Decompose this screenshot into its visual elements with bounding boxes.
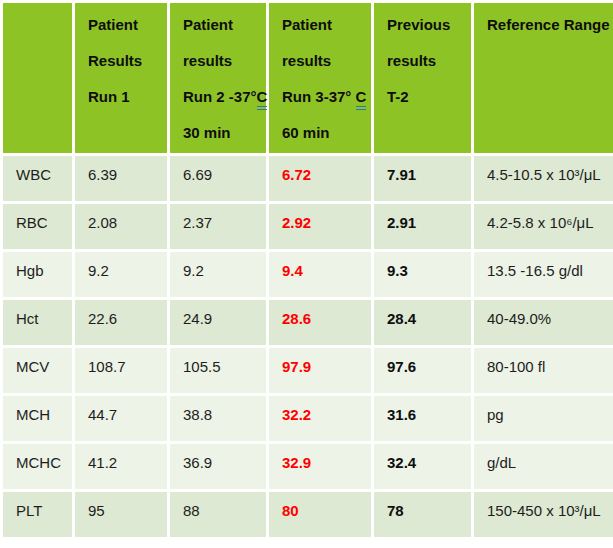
header-line: Patient: [282, 7, 367, 43]
run1-value: 108.7: [75, 348, 167, 393]
header-line: T-2: [387, 79, 467, 115]
table-header: Patient Results Run 1 Patient results Ru…: [3, 3, 613, 153]
header-line: Results: [88, 43, 163, 79]
analyte-label: RBC: [3, 204, 72, 249]
header-line: 60 min: [282, 115, 367, 151]
reference-range: 4.5-10.5 x 10³/μL: [474, 156, 613, 201]
run1-value: 22.6: [75, 300, 167, 345]
previous-value: 32.4: [374, 444, 471, 489]
reference-range: 80-100 fl: [474, 348, 613, 393]
analyte-label: Hgb: [3, 252, 72, 297]
table-row-mcv: MCV 108.7 105.5 97.9 97.6 80-100 fl: [3, 348, 613, 393]
run3-value: 80: [269, 492, 371, 537]
table-row-rbc: RBC 2.08 2.37 2.92 2.91 4.2-5.8 x 10⁶/μL: [3, 204, 613, 249]
header-run3: Patient results Run 3-37° C 60 min: [269, 3, 371, 153]
run3-value: 9.4: [269, 252, 371, 297]
table-body: WBC 6.39 6.69 6.72 7.91 4.5-10.5 x 10³/μ…: [3, 156, 613, 537]
run3-value: 2.92: [269, 204, 371, 249]
header-line: Patient: [88, 7, 163, 43]
analyte-label: MCV: [3, 348, 72, 393]
run3-value: 28.6: [269, 300, 371, 345]
header-reference-range: Reference Range: [474, 3, 613, 153]
run2-value: 9.2: [170, 252, 266, 297]
run1-value: 95: [75, 492, 167, 537]
header-run3-temp: Run 3-37°: [282, 88, 356, 105]
analyte-label: MCHC: [3, 444, 72, 489]
run2-value: 36.9: [170, 444, 266, 489]
corner-cell: [3, 3, 72, 153]
analyte-label: PLT: [3, 492, 72, 537]
cbc-results-table: Patient Results Run 1 Patient results Ru…: [0, 0, 613, 540]
header-row: Patient Results Run 1 Patient results Ru…: [3, 3, 613, 153]
run2-value: 2.37: [170, 204, 266, 249]
table-row-hgb: Hgb 9.2 9.2 9.4 9.3 13.5 -16.5 g/dl: [3, 252, 613, 297]
previous-value: 78: [374, 492, 471, 537]
header-line: Reference Range: [487, 7, 613, 43]
analyte-label: Hct: [3, 300, 72, 345]
previous-value: 9.3: [374, 252, 471, 297]
reference-range: pg: [474, 396, 613, 441]
run1-value: 6.39: [75, 156, 167, 201]
spellcheck-underlined-c: C: [356, 89, 367, 110]
run1-value: 2.08: [75, 204, 167, 249]
run3-value: 32.9: [269, 444, 371, 489]
header-line: Run 3-37° C: [282, 79, 367, 115]
spellcheck-underlined-c: C: [257, 89, 268, 110]
header-line: results: [282, 43, 367, 79]
header-line: Run 1: [88, 79, 163, 115]
header-run1: Patient Results Run 1: [75, 3, 167, 153]
previous-value: 7.91: [374, 156, 471, 201]
run3-value: 97.9: [269, 348, 371, 393]
header-line: results: [183, 43, 262, 79]
reference-range: 40-49.0%: [474, 300, 613, 345]
analyte-label: WBC: [3, 156, 72, 201]
header-previous: Previous results T-2: [374, 3, 471, 153]
reference-range: g/dL: [474, 444, 613, 489]
table-row-wbc: WBC 6.39 6.69 6.72 7.91 4.5-10.5 x 10³/μ…: [3, 156, 613, 201]
run3-value: 6.72: [269, 156, 371, 201]
header-line: Run 2 -37°C: [183, 79, 262, 115]
header-run2-temp: Run 2 -37°: [183, 88, 257, 105]
table-row-mchc: MCHC 41.2 36.9 32.9 32.4 g/dL: [3, 444, 613, 489]
previous-value: 97.6: [374, 348, 471, 393]
header-line: Patient: [183, 7, 262, 43]
previous-value: 2.91: [374, 204, 471, 249]
header-run2: Patient results Run 2 -37°C 30 min: [170, 3, 266, 153]
previous-value: 31.6: [374, 396, 471, 441]
run2-value: 6.69: [170, 156, 266, 201]
run2-value: 105.5: [170, 348, 266, 393]
reference-range: 4.2-5.8 x 10⁶/μL: [474, 204, 613, 249]
reference-range: 150-450 x 10³/μL: [474, 492, 613, 537]
run1-value: 9.2: [75, 252, 167, 297]
table-row-hct: Hct 22.6 24.9 28.6 28.4 40-49.0%: [3, 300, 613, 345]
run1-value: 41.2: [75, 444, 167, 489]
table-row-plt: PLT 95 88 80 78 150-450 x 10³/μL: [3, 492, 613, 537]
run2-value: 38.8: [170, 396, 266, 441]
header-line: results: [387, 43, 467, 79]
run3-value: 32.2: [269, 396, 371, 441]
header-line: Previous: [387, 7, 467, 43]
analyte-label: MCH: [3, 396, 72, 441]
table-row-mch: MCH 44.7 38.8 32.2 31.6 pg: [3, 396, 613, 441]
run2-value: 24.9: [170, 300, 266, 345]
reference-range: 13.5 -16.5 g/dl: [474, 252, 613, 297]
previous-value: 28.4: [374, 300, 471, 345]
run1-value: 44.7: [75, 396, 167, 441]
run2-value: 88: [170, 492, 266, 537]
header-line: 30 min: [183, 115, 262, 151]
